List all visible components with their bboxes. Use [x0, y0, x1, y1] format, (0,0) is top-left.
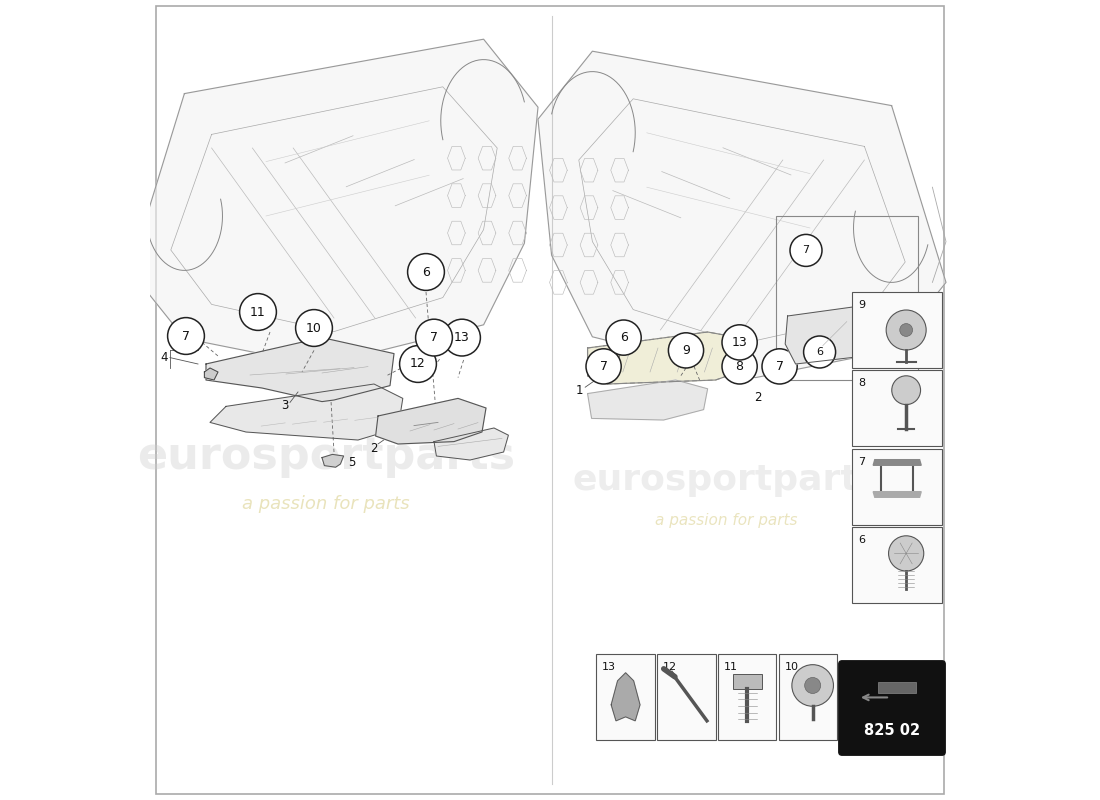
- Text: 6: 6: [422, 266, 430, 278]
- Text: 9: 9: [682, 344, 690, 357]
- Text: 2: 2: [755, 391, 761, 404]
- Polygon shape: [612, 673, 640, 721]
- Circle shape: [408, 254, 444, 290]
- Text: eurosportparts: eurosportparts: [136, 434, 515, 478]
- Text: 13: 13: [602, 662, 616, 672]
- Circle shape: [416, 319, 452, 356]
- Circle shape: [790, 234, 822, 266]
- Circle shape: [586, 349, 622, 384]
- Circle shape: [443, 319, 481, 356]
- Circle shape: [296, 310, 332, 346]
- Polygon shape: [587, 332, 751, 384]
- Circle shape: [240, 294, 276, 330]
- Text: 11: 11: [724, 662, 738, 672]
- Text: 7: 7: [600, 360, 607, 373]
- FancyBboxPatch shape: [839, 661, 945, 755]
- FancyBboxPatch shape: [852, 292, 942, 368]
- Circle shape: [606, 320, 641, 355]
- Text: a passion for parts: a passion for parts: [654, 513, 798, 527]
- Polygon shape: [434, 428, 508, 460]
- Polygon shape: [873, 460, 921, 466]
- Circle shape: [900, 323, 913, 336]
- FancyBboxPatch shape: [718, 654, 777, 740]
- Polygon shape: [205, 368, 218, 380]
- Circle shape: [762, 349, 798, 384]
- Text: 6: 6: [816, 347, 823, 357]
- Polygon shape: [210, 384, 403, 440]
- Text: 11: 11: [250, 306, 266, 318]
- Text: 10: 10: [306, 322, 322, 334]
- FancyBboxPatch shape: [852, 449, 942, 525]
- Polygon shape: [322, 454, 343, 467]
- Text: 10: 10: [784, 662, 799, 672]
- Text: 13: 13: [732, 336, 748, 349]
- Text: 7: 7: [858, 457, 865, 467]
- FancyBboxPatch shape: [878, 682, 916, 694]
- Circle shape: [889, 536, 924, 571]
- Text: 12: 12: [663, 662, 676, 672]
- Polygon shape: [206, 338, 394, 402]
- Polygon shape: [538, 51, 946, 378]
- Circle shape: [892, 376, 921, 405]
- Text: 6: 6: [619, 331, 627, 344]
- Text: eurosportparts: eurosportparts: [572, 463, 880, 497]
- Circle shape: [805, 678, 821, 694]
- Text: 12: 12: [410, 358, 426, 370]
- Text: 2: 2: [371, 442, 377, 454]
- Text: 7: 7: [182, 330, 190, 342]
- Text: 5: 5: [349, 456, 355, 469]
- FancyBboxPatch shape: [657, 654, 716, 740]
- Text: 7: 7: [802, 246, 810, 255]
- Text: 3: 3: [280, 399, 288, 412]
- Text: a passion for parts: a passion for parts: [242, 495, 410, 513]
- FancyBboxPatch shape: [596, 654, 654, 740]
- Text: 9: 9: [858, 300, 865, 310]
- Polygon shape: [587, 380, 707, 420]
- Text: 825 02: 825 02: [864, 722, 920, 738]
- Circle shape: [167, 318, 205, 354]
- Text: 6: 6: [858, 535, 865, 546]
- Text: 13: 13: [454, 331, 470, 344]
- FancyBboxPatch shape: [733, 674, 761, 689]
- Text: 1: 1: [576, 384, 583, 397]
- Circle shape: [669, 333, 704, 368]
- Text: 8: 8: [736, 360, 744, 373]
- Text: 8: 8: [858, 378, 865, 388]
- Text: 4: 4: [161, 351, 167, 364]
- Text: 7: 7: [430, 331, 438, 344]
- FancyBboxPatch shape: [852, 527, 942, 603]
- Polygon shape: [375, 398, 486, 444]
- Circle shape: [887, 310, 926, 350]
- Polygon shape: [873, 492, 921, 498]
- Polygon shape: [785, 300, 908, 364]
- Circle shape: [399, 346, 437, 382]
- Polygon shape: [130, 39, 538, 366]
- FancyBboxPatch shape: [852, 370, 942, 446]
- FancyBboxPatch shape: [779, 654, 837, 740]
- Circle shape: [792, 665, 834, 706]
- Circle shape: [722, 325, 757, 360]
- Circle shape: [804, 336, 836, 368]
- Text: 7: 7: [776, 360, 783, 373]
- Circle shape: [722, 349, 757, 384]
